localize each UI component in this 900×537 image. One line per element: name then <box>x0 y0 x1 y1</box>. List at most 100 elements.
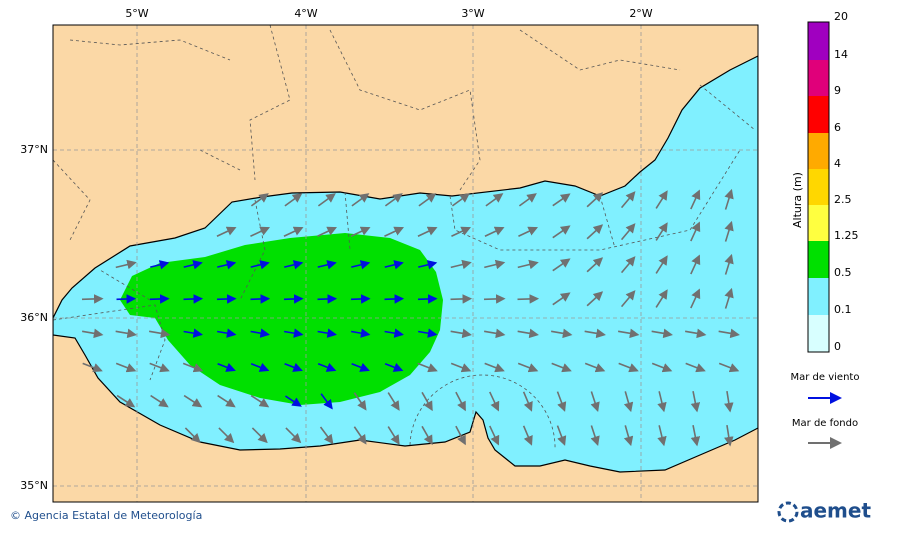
wave-arrow <box>284 193 303 207</box>
wave-arrow <box>251 427 268 444</box>
wave-arrow <box>655 255 668 274</box>
wave-arrow <box>149 328 171 339</box>
wave-arrow <box>115 362 137 373</box>
wave-arrow <box>418 260 438 270</box>
logo-text: aemet <box>800 499 871 523</box>
wave-arrow <box>518 193 537 207</box>
wave-arrow <box>150 394 169 408</box>
wave-arrow <box>417 226 438 237</box>
wave-arrow <box>182 362 204 373</box>
colorbar-label: 4 <box>834 157 841 170</box>
wave-arrow <box>724 253 734 275</box>
wave-arrow <box>250 193 269 207</box>
colorbar: Altura (m) <box>791 21 830 353</box>
wave-arrow <box>350 294 371 304</box>
wave-arrow <box>82 362 103 373</box>
wave-arrow <box>690 189 701 210</box>
wave-arrow <box>484 328 506 339</box>
wave-arrow <box>216 328 237 338</box>
lon-label: 3°W <box>461 7 484 20</box>
wave-arrow <box>657 425 667 447</box>
wave-arrow <box>115 328 137 339</box>
wave-arrow <box>618 362 639 373</box>
wave-arrow <box>421 391 433 412</box>
wave-arrow <box>317 226 338 237</box>
wave-arrow <box>450 294 473 304</box>
wave-arrow <box>552 193 571 207</box>
wave-arrow <box>489 425 500 446</box>
wave-arrow <box>250 394 270 408</box>
colorbar-label: 2.5 <box>834 193 852 206</box>
wave-arrow <box>620 256 636 274</box>
wave-arrow <box>250 362 270 372</box>
wave-arrow <box>150 260 170 270</box>
wave-arrow <box>285 395 302 407</box>
wave-arrow <box>718 328 740 339</box>
wave-arrow <box>351 260 371 270</box>
wave-arrow <box>284 362 303 372</box>
wave-arrow <box>317 193 336 207</box>
lon-label: 4°W <box>294 7 317 20</box>
wave-arrow <box>384 260 404 270</box>
wave-arrow <box>216 226 237 237</box>
wave-arrow <box>551 362 572 373</box>
wave-arrow <box>250 260 270 270</box>
wave-arrow <box>387 392 400 411</box>
wave-arrow <box>81 294 104 304</box>
colorbar-label: 14 <box>834 48 848 61</box>
colorbar-label: 9 <box>834 84 841 97</box>
wave-arrow <box>655 222 668 241</box>
legend-label: Mar de fondo <box>792 418 858 429</box>
wave-arrow <box>319 426 334 445</box>
wave-arrow <box>724 188 734 210</box>
wave-arrow <box>655 289 668 308</box>
wave-arrow <box>685 362 706 373</box>
wave-arrow <box>183 394 203 408</box>
wave-arrow <box>552 292 571 306</box>
lat-label: 35°N <box>20 479 48 492</box>
wave-arrow <box>351 193 370 207</box>
wave-arrow <box>690 288 701 309</box>
wave-arrow <box>522 391 533 412</box>
wave-arrow <box>586 291 604 307</box>
wave-arrow <box>584 362 606 373</box>
wave-arrow <box>451 226 472 237</box>
wave-arrow <box>623 425 634 447</box>
colorbar-label: 1.25 <box>834 229 859 242</box>
wave-arrow <box>484 362 505 373</box>
wave-arrow <box>489 391 500 412</box>
wave-arrow <box>584 328 606 339</box>
wave-arrow <box>184 427 201 444</box>
wave-arrow <box>417 362 438 373</box>
wave-arrow <box>387 426 400 445</box>
wave-arrow <box>417 328 438 338</box>
wave-arrow <box>455 391 466 412</box>
wave-arrow <box>450 362 472 373</box>
wave-arrow <box>384 294 405 304</box>
lat-label: 37°N <box>20 143 48 156</box>
wave-arrow <box>82 328 104 339</box>
wave-arrow <box>690 254 701 275</box>
wave-arrow <box>724 424 734 447</box>
wave-arrow <box>417 294 438 304</box>
wave-arrow <box>483 294 506 304</box>
map-area <box>53 25 758 502</box>
wave-arrow <box>351 362 370 372</box>
wave-arrow <box>317 260 337 270</box>
wave-arrow <box>517 259 539 270</box>
wave-arrow <box>384 193 403 207</box>
wave-arrows <box>81 188 740 447</box>
wave-arrow <box>556 391 567 412</box>
wave-arrow <box>216 294 237 304</box>
wave-arrow <box>586 257 604 273</box>
wave-arrow <box>651 328 673 339</box>
colorbar-label: 0.1 <box>834 303 852 316</box>
wave-arrow <box>149 362 170 373</box>
wave-arrow <box>116 294 137 304</box>
wave-arrow <box>724 390 734 413</box>
colorbar-label: 6 <box>834 121 841 134</box>
colorbar-label: 20 <box>834 10 848 23</box>
wave-arrow <box>285 427 302 444</box>
wave-arrow <box>317 362 337 372</box>
